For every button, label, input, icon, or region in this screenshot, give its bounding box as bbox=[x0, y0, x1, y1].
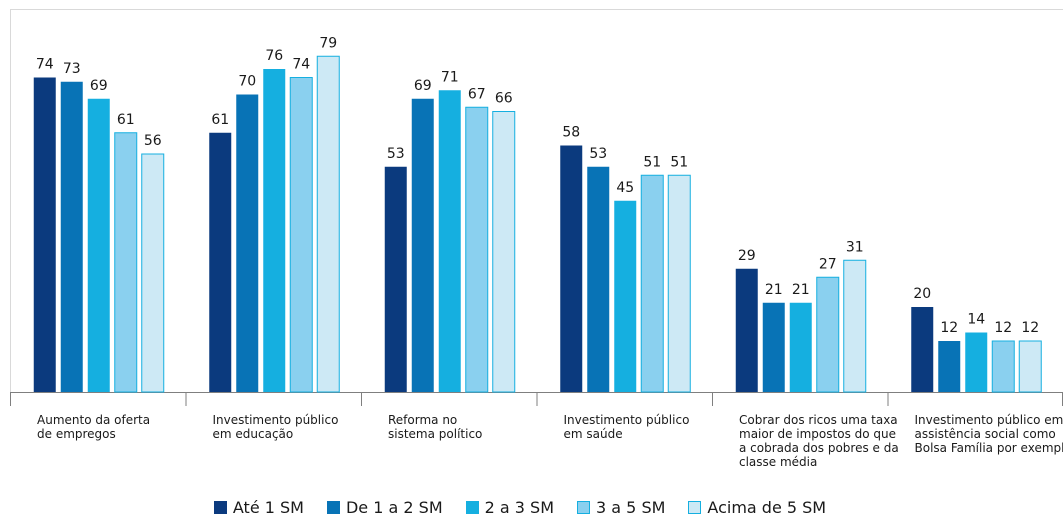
legend-label: 2 a 3 SM bbox=[484, 498, 555, 517]
data-label: 70 bbox=[238, 74, 256, 90]
legend-swatch bbox=[577, 501, 591, 514]
legend-label: Até 1 SM bbox=[232, 498, 304, 517]
bar-3-0 bbox=[560, 145, 583, 392]
bar-5-0 bbox=[911, 307, 934, 392]
data-label: 45 bbox=[616, 180, 634, 196]
bar-1-0 bbox=[209, 132, 232, 392]
bar-5-1 bbox=[938, 341, 961, 392]
data-label: 51 bbox=[670, 154, 688, 170]
category-label: Investimento público em bbox=[915, 413, 1063, 427]
category-label: Reforma no bbox=[388, 413, 457, 427]
category-label: assistência social como bbox=[915, 427, 1056, 441]
data-label: 12 bbox=[940, 320, 958, 336]
bar-4-1 bbox=[762, 302, 785, 392]
bar-3-2 bbox=[614, 200, 637, 392]
data-label: 21 bbox=[792, 282, 810, 298]
data-label: 73 bbox=[63, 61, 81, 77]
category-label: em educação bbox=[213, 427, 294, 441]
legend-item: Até 1 SM bbox=[213, 498, 304, 517]
category-label: maior de impostos do que bbox=[739, 427, 896, 441]
legend-label: De 1 a 2 SM bbox=[345, 498, 443, 517]
bar-2-2 bbox=[438, 90, 461, 392]
category-label: Cobrar dos ricos uma taxa bbox=[739, 413, 898, 427]
legend: Até 1 SM De 1 a 2 SM 2 a 3 SM 3 a 5 SM Acima… bbox=[0, 498, 1063, 517]
data-label: 74 bbox=[292, 57, 310, 73]
legend-item: 2 a 3 SM bbox=[465, 498, 555, 517]
bar-0-3 bbox=[114, 132, 138, 393]
category-label: sistema político bbox=[388, 427, 482, 441]
legend-item: Acima de 5 SM bbox=[688, 498, 826, 517]
bar-3-1 bbox=[587, 166, 610, 392]
data-label: 58 bbox=[562, 125, 580, 141]
legend-label: Acima de 5 SM bbox=[707, 498, 827, 517]
data-label: 29 bbox=[738, 248, 756, 264]
bar-4-0 bbox=[735, 268, 758, 392]
data-label: 53 bbox=[589, 146, 607, 162]
data-label: 74 bbox=[36, 57, 54, 73]
data-label: 69 bbox=[90, 78, 108, 94]
data-label: 14 bbox=[967, 312, 985, 328]
bar-4-4 bbox=[843, 259, 867, 393]
legend-label: 3 a 5 SM bbox=[596, 498, 666, 517]
data-label: 53 bbox=[387, 146, 405, 162]
legend-swatch bbox=[213, 501, 227, 514]
bar-2-4 bbox=[492, 111, 516, 393]
bar-1-4 bbox=[316, 55, 340, 393]
bar-5-4 bbox=[1018, 340, 1042, 393]
bar-4-3 bbox=[816, 276, 840, 393]
bar-0-4 bbox=[141, 153, 165, 393]
legend-swatch bbox=[688, 501, 702, 514]
legend-swatch bbox=[326, 501, 340, 514]
bar-0-0 bbox=[33, 77, 56, 392]
data-label: 56 bbox=[144, 133, 162, 149]
data-label: 67 bbox=[468, 86, 486, 102]
data-label: 27 bbox=[819, 256, 837, 272]
category-label: Aumento da oferta bbox=[37, 413, 150, 427]
bar-2-0 bbox=[384, 166, 407, 392]
data-label: 61 bbox=[117, 112, 135, 128]
bar-0-1 bbox=[60, 81, 83, 392]
bar-3-3 bbox=[640, 174, 664, 393]
data-label: 12 bbox=[1021, 320, 1039, 336]
bar-3-4 bbox=[667, 174, 691, 393]
data-label: 61 bbox=[211, 112, 229, 128]
category-label: a cobrada dos pobres e da bbox=[739, 441, 899, 455]
category-label: de empregos bbox=[37, 427, 116, 441]
bar-1-1 bbox=[236, 94, 259, 392]
legend-item: De 1 a 2 SM bbox=[326, 498, 443, 517]
category-label: em saúde bbox=[564, 427, 623, 441]
data-label: 66 bbox=[495, 91, 513, 107]
data-label: 69 bbox=[414, 78, 432, 94]
data-label: 71 bbox=[441, 69, 459, 85]
bar-0-2 bbox=[87, 98, 110, 392]
category-label: Bolsa Família por exemplo bbox=[915, 441, 1063, 455]
bar-5-2 bbox=[965, 332, 988, 392]
legend-swatch bbox=[465, 501, 479, 514]
plot-frame bbox=[10, 9, 1063, 392]
bar-1-3 bbox=[289, 77, 313, 393]
bar-4-2 bbox=[789, 302, 812, 392]
data-label: 31 bbox=[846, 239, 864, 255]
data-label: 12 bbox=[994, 320, 1012, 336]
bar-5-3 bbox=[991, 340, 1015, 393]
bar-2-3 bbox=[465, 106, 489, 393]
category-label: Investimento público bbox=[564, 413, 690, 427]
bar-2-1 bbox=[411, 98, 434, 392]
data-label: 79 bbox=[319, 35, 337, 51]
bar-1-2 bbox=[263, 69, 286, 392]
legend-item: 3 a 5 SM bbox=[577, 498, 665, 517]
data-label: 76 bbox=[265, 48, 283, 64]
data-label: 51 bbox=[643, 154, 661, 170]
data-label: 20 bbox=[913, 286, 931, 302]
category-label: Investimento público bbox=[213, 413, 339, 427]
data-label: 21 bbox=[765, 282, 783, 298]
category-label: classe média bbox=[739, 455, 817, 469]
